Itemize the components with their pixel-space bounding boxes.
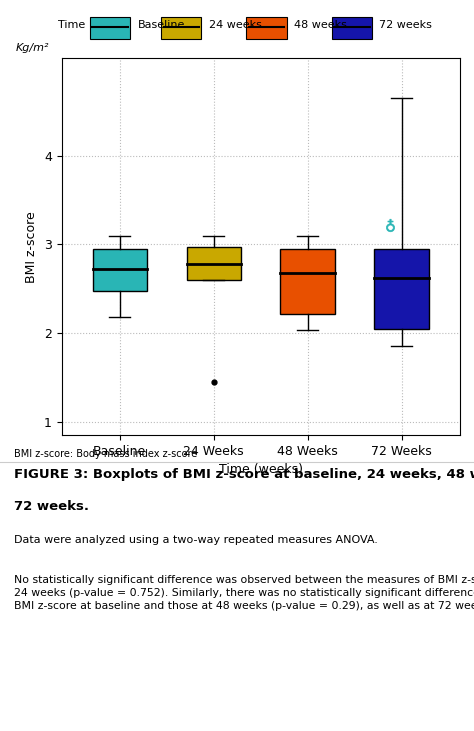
Bar [374, 249, 429, 329]
Text: 72 weeks.: 72 weeks. [14, 500, 89, 513]
FancyBboxPatch shape [90, 17, 130, 39]
Y-axis label: BMI z-score: BMI z-score [26, 211, 38, 283]
FancyBboxPatch shape [161, 17, 201, 39]
Text: 24 weeks: 24 weeks [209, 20, 262, 31]
Text: 72 weeks: 72 weeks [379, 20, 432, 31]
Text: Baseline: Baseline [137, 20, 185, 31]
Bar [92, 249, 147, 290]
Text: FIGURE 3: Boxplots of BMI z-score at baseline, 24 weeks, 48 weeks, and: FIGURE 3: Boxplots of BMI z-score at bas… [14, 469, 474, 481]
Bar [281, 249, 335, 314]
X-axis label: Time (weeks): Time (weeks) [219, 463, 303, 476]
Text: BMI z-score: Body mass index z-score: BMI z-score: Body mass index z-score [14, 450, 198, 460]
FancyBboxPatch shape [246, 17, 287, 39]
Text: No statistically significant difference was observed between the measures of BMI: No statistically significant difference … [14, 575, 474, 611]
Text: Time: Time [58, 20, 85, 31]
Bar [186, 247, 241, 280]
Text: Data were analyzed using a two-way repeated measures ANOVA.: Data were analyzed using a two-way repea… [14, 534, 378, 545]
Text: Kg/m²: Kg/m² [16, 43, 49, 53]
FancyBboxPatch shape [332, 17, 372, 39]
Text: 48 weeks: 48 weeks [294, 20, 347, 31]
